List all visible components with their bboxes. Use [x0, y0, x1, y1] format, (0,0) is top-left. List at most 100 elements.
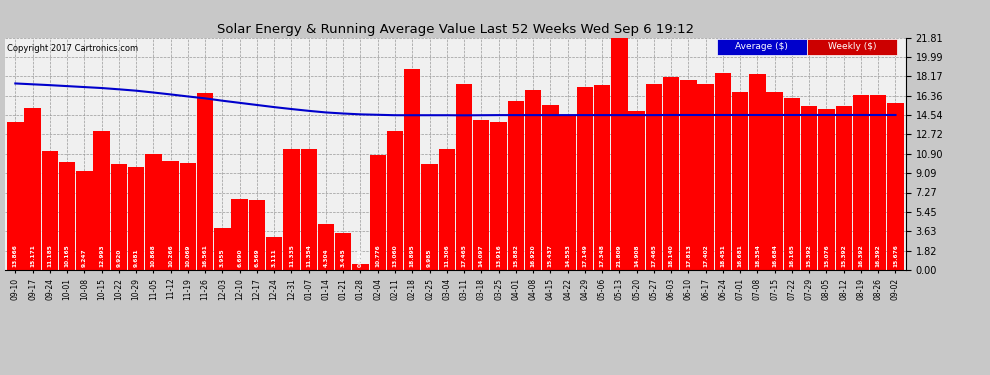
Text: 6.569: 6.569: [254, 248, 259, 267]
Bar: [404, 69, 421, 270]
Text: 11.185: 11.185: [48, 244, 52, 267]
Text: 4.304: 4.304: [324, 248, 329, 267]
Bar: [93, 132, 110, 270]
Text: 9.985: 9.985: [427, 248, 432, 267]
Text: 13.060: 13.060: [392, 244, 398, 267]
Bar: [387, 131, 403, 270]
Text: 18.895: 18.895: [410, 244, 415, 267]
Text: 15.392: 15.392: [807, 244, 812, 267]
Text: 9.920: 9.920: [117, 248, 122, 267]
Bar: [266, 237, 282, 270]
Bar: [369, 155, 386, 270]
Text: 16.392: 16.392: [858, 244, 863, 267]
Bar: [852, 95, 869, 270]
Bar: [525, 90, 542, 270]
Bar: [508, 101, 524, 270]
Text: 17.348: 17.348: [600, 244, 605, 267]
Text: 21.809: 21.809: [617, 244, 622, 267]
Bar: [870, 95, 886, 270]
Bar: [111, 164, 127, 270]
Text: 3.955: 3.955: [220, 248, 225, 267]
Text: Weekly ($): Weekly ($): [828, 42, 876, 51]
Bar: [439, 150, 455, 270]
Text: 17.149: 17.149: [582, 244, 587, 267]
Bar: [422, 164, 438, 270]
Bar: [645, 84, 662, 270]
Text: 10.266: 10.266: [168, 244, 173, 267]
Bar: [7, 122, 24, 270]
Bar: [819, 109, 835, 270]
Bar: [576, 87, 593, 270]
Text: 10.868: 10.868: [150, 244, 155, 267]
Text: 18.451: 18.451: [721, 244, 726, 267]
Text: 17.465: 17.465: [461, 244, 466, 267]
Bar: [352, 264, 368, 270]
Text: 16.165: 16.165: [789, 244, 794, 267]
Text: 16.681: 16.681: [738, 244, 742, 267]
Text: 16.920: 16.920: [531, 244, 536, 267]
Text: 13.916: 13.916: [496, 244, 501, 267]
Bar: [801, 106, 818, 270]
Text: Copyright 2017 Cartronics.com: Copyright 2017 Cartronics.com: [7, 45, 138, 54]
Bar: [784, 98, 800, 270]
Bar: [543, 105, 558, 270]
Bar: [697, 84, 714, 270]
Bar: [629, 111, 644, 270]
Text: Average ($): Average ($): [736, 42, 788, 51]
Bar: [214, 228, 231, 270]
Text: 18.354: 18.354: [755, 244, 760, 267]
Bar: [197, 93, 214, 270]
Text: 16.684: 16.684: [772, 244, 777, 267]
Bar: [128, 167, 145, 270]
Text: 12.993: 12.993: [99, 244, 104, 267]
Text: 17.465: 17.465: [651, 244, 656, 267]
Text: 11.306: 11.306: [445, 244, 449, 267]
Text: 9.247: 9.247: [82, 248, 87, 267]
Text: 6.690: 6.690: [238, 248, 243, 267]
Bar: [611, 38, 628, 270]
Text: 15.171: 15.171: [30, 244, 35, 267]
Bar: [42, 151, 58, 270]
Text: 17.813: 17.813: [686, 244, 691, 267]
Text: 15.882: 15.882: [513, 244, 519, 267]
Bar: [680, 80, 697, 270]
Bar: [283, 149, 300, 270]
Bar: [559, 115, 576, 270]
Text: 11.354: 11.354: [306, 244, 311, 267]
Bar: [473, 120, 489, 270]
Title: Solar Energy & Running Average Value Last 52 Weeks Wed Sep 6 19:12: Solar Energy & Running Average Value Las…: [217, 23, 694, 36]
Text: 14.097: 14.097: [479, 244, 484, 267]
Bar: [715, 73, 731, 270]
Bar: [335, 233, 351, 270]
Bar: [455, 84, 472, 270]
Text: 16.561: 16.561: [203, 244, 208, 267]
Text: 15.076: 15.076: [824, 244, 829, 267]
Text: 3.111: 3.111: [271, 248, 276, 267]
Text: 17.402: 17.402: [703, 244, 708, 267]
Text: 18.140: 18.140: [668, 244, 673, 267]
Text: 13.866: 13.866: [13, 244, 18, 267]
Bar: [766, 92, 783, 270]
Bar: [180, 163, 196, 270]
Text: 14.553: 14.553: [565, 244, 570, 267]
Bar: [732, 92, 748, 270]
FancyBboxPatch shape: [717, 39, 807, 55]
Bar: [594, 85, 610, 270]
Text: 16.392: 16.392: [876, 244, 881, 267]
Bar: [146, 154, 161, 270]
Bar: [887, 103, 904, 270]
Bar: [836, 106, 852, 270]
Bar: [301, 149, 317, 270]
Text: 10.776: 10.776: [375, 244, 380, 267]
Text: 15.676: 15.676: [893, 244, 898, 267]
Bar: [162, 160, 179, 270]
Text: 9.681: 9.681: [134, 248, 139, 267]
FancyBboxPatch shape: [807, 39, 897, 55]
Text: 15.437: 15.437: [547, 244, 552, 267]
Bar: [663, 76, 679, 270]
Text: 10.069: 10.069: [185, 244, 190, 267]
Bar: [749, 74, 765, 270]
Text: 15.392: 15.392: [842, 244, 846, 267]
Bar: [25, 108, 41, 270]
Bar: [490, 122, 507, 270]
